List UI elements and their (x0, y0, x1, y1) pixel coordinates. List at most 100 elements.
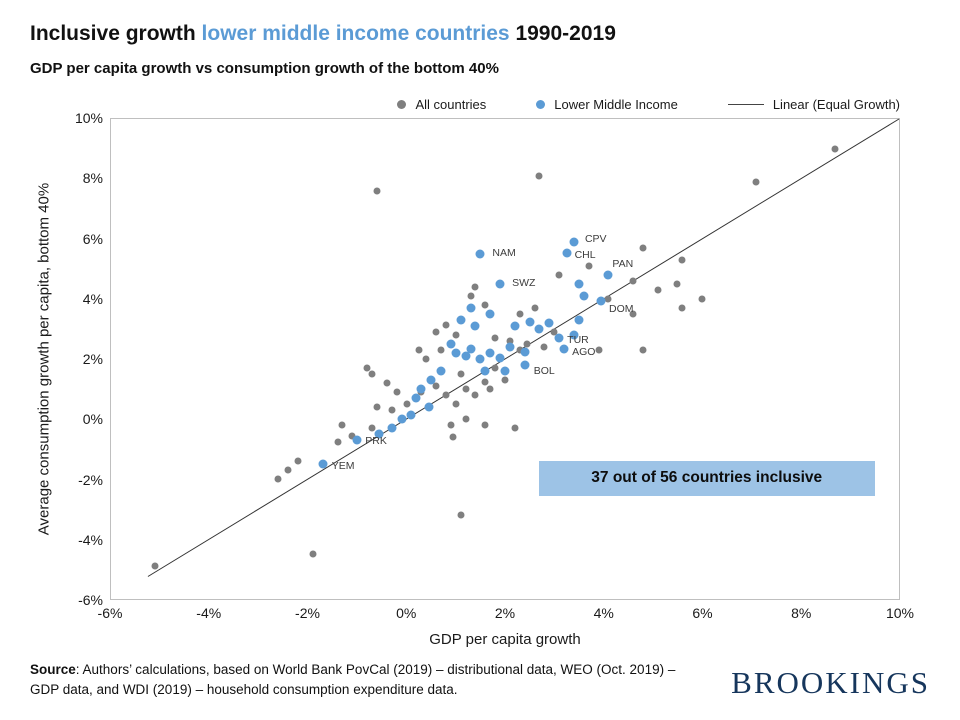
data-point-lmi (416, 384, 426, 394)
data-point-all (393, 388, 401, 396)
data-point-all (403, 400, 410, 408)
data-point-lmi (579, 291, 589, 301)
data-point-all (151, 562, 159, 570)
data-point-all (831, 145, 839, 153)
country-label-bol: BOL (533, 365, 555, 377)
data-point-all (673, 280, 681, 288)
data-point-lmi (500, 366, 510, 376)
x-tick-label: -4% (196, 605, 222, 621)
source-text: : Authors’ calculations, based on World … (30, 662, 676, 698)
data-point-all (481, 301, 489, 309)
legend-item-lower-middle-income: Lower Middle Income (536, 97, 678, 112)
data-point-all (462, 415, 470, 423)
x-tick-label: 4% (593, 605, 614, 621)
legend-item-all-countries: All countries (397, 97, 486, 112)
x-tick-label: 0% (396, 605, 417, 621)
y-tick-label: 0% (82, 411, 103, 428)
legend-dot-icon (397, 100, 407, 109)
data-point-all (348, 432, 356, 439)
data-point-all (432, 328, 440, 336)
data-point-all (437, 346, 445, 354)
data-point-lmi (466, 344, 476, 353)
chart-title: Inclusive growth lower middle income cou… (30, 22, 616, 46)
data-point-all (752, 178, 760, 186)
x-tick-label: -6% (97, 605, 123, 621)
title-highlight: lower middle income countries (201, 22, 510, 45)
brookings-logo: BROOKINGS (731, 665, 930, 700)
data-point-ago (559, 344, 569, 353)
data-point-all (309, 550, 317, 558)
data-point-all (639, 346, 647, 354)
data-point-all (457, 511, 465, 519)
x-tick-label: 8% (791, 605, 812, 621)
data-point-nam (475, 249, 485, 259)
data-point-chl (562, 248, 572, 257)
data-point-lmi (525, 317, 535, 326)
data-point-all (629, 310, 637, 318)
data-point-lmi (461, 351, 471, 361)
data-point-all (368, 424, 376, 432)
data-point-lmi (485, 348, 495, 358)
data-point-lmi (510, 321, 520, 331)
annotation-text: 37 out of 56 countries inclusive (591, 469, 823, 487)
data-point-all (471, 283, 479, 291)
country-label-pan: PAN (612, 258, 634, 270)
country-label-ago: AGO (572, 345, 596, 358)
data-point-all (368, 370, 376, 378)
y-tick-label: 10% (74, 110, 103, 126)
data-point-all (274, 475, 282, 483)
country-label-nam: NAM (492, 247, 516, 259)
data-point-all (506, 337, 514, 345)
y-tick-label: 8% (82, 170, 103, 187)
data-point-all (535, 172, 543, 180)
data-point-all (449, 433, 457, 441)
title-text-suffix: 1990-2019 (509, 22, 616, 45)
data-point-all (604, 295, 612, 303)
data-point-cpv (569, 237, 579, 247)
data-point-all (491, 334, 499, 342)
country-label-prk: PRK (365, 435, 387, 447)
data-point-all (585, 262, 593, 270)
data-point-lmi (426, 375, 436, 385)
data-point-all (654, 286, 662, 294)
data-point-lmi (397, 414, 407, 424)
data-point-dom (596, 296, 606, 305)
legend-line-icon (727, 104, 764, 105)
y-tick-label: 2% (82, 351, 103, 367)
data-point-all (415, 346, 423, 354)
data-point-all (373, 403, 381, 411)
data-point-all (452, 331, 460, 339)
data-point-all (516, 346, 524, 354)
y-tick-label: 6% (82, 230, 103, 247)
data-point-lmi (406, 410, 416, 419)
data-point-all (523, 340, 531, 348)
y-tick-label: 4% (82, 290, 103, 307)
data-point-lmi (574, 315, 584, 325)
data-point-all (388, 406, 396, 414)
legend-label: Linear (Equal Growth) (772, 97, 900, 112)
data-point-lmi (466, 303, 476, 313)
data-point-lmi (534, 324, 544, 334)
source-label: Source (30, 662, 76, 677)
data-point-all (481, 378, 489, 385)
data-point-prk (352, 435, 362, 445)
data-point-lmi (544, 318, 554, 328)
data-point-lmi (520, 347, 530, 356)
x-axis-ticks: -6% -4% -2% 0% 2% 4% 6% 8% 10% (98, 605, 914, 625)
data-point-swz (495, 279, 505, 289)
data-point-lmi (495, 353, 505, 362)
data-point-all (432, 382, 440, 390)
country-label-chl: CHL (574, 248, 596, 261)
y-tick-label: -4% (78, 531, 103, 548)
data-point-lmi (485, 309, 495, 319)
country-label-tur: TUR (567, 334, 589, 346)
data-point-tur (554, 333, 564, 343)
data-point-lmi (424, 402, 434, 412)
legend-label: Lower Middle Income (554, 97, 678, 112)
data-point-all (595, 346, 603, 354)
country-label-yem: YEM (331, 460, 355, 472)
data-point-all (467, 292, 475, 300)
x-axis-title: GDP per capita growth (429, 631, 581, 648)
country-label-swz: SWZ (512, 277, 536, 289)
